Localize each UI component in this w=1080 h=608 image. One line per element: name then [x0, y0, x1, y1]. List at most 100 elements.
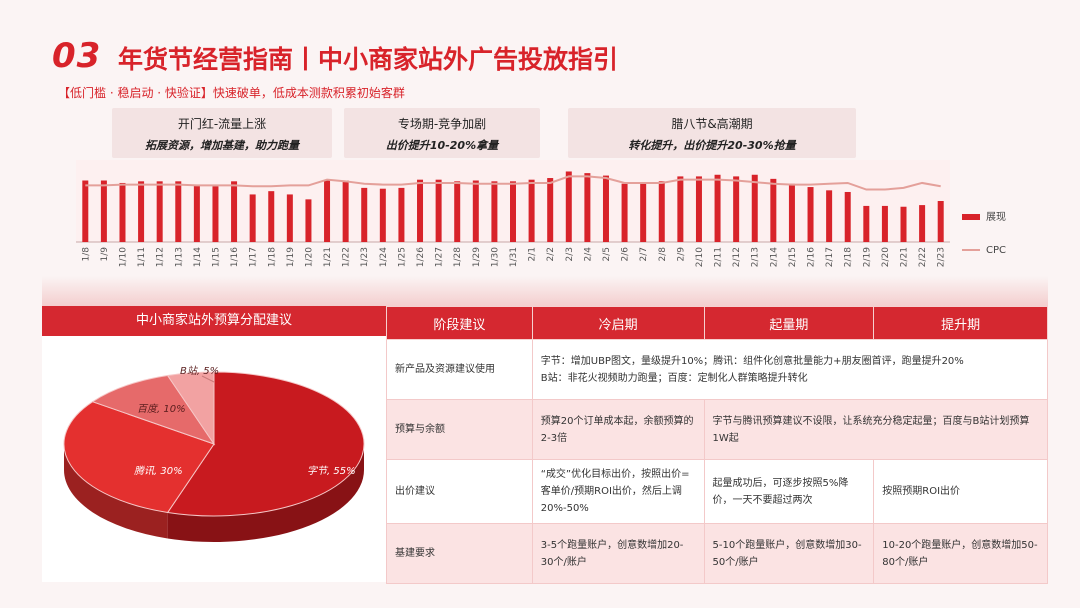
bar	[751, 174, 758, 242]
bar-line-chart: 1/8 1/9 1/10 1/11 1/12 1/13 1/14 1/15 1/16 1/17 1/…	[76, 160, 950, 267]
bar	[435, 179, 442, 242]
pie-slice-side	[167, 444, 364, 542]
legend-bar-swatch	[962, 214, 980, 220]
row-cell: 3-5个跑量账户，创意数增加20-30个/账户	[531, 523, 705, 584]
x-tick-label: 1/25	[397, 247, 407, 267]
x-tick-label: 2/18	[844, 247, 854, 267]
row-cell: 起量成功后，可逐步按照5%降价，一天不要超过两次	[703, 459, 875, 524]
x-tick-label: 1/23	[360, 247, 370, 267]
page-title: 年货节经营指南丨中小商家站外广告投放指引	[118, 45, 619, 74]
x-tick-label: 2/14	[769, 247, 779, 267]
x-tick-label: 2/5	[602, 247, 612, 261]
x-tick-label: 2/21	[900, 247, 910, 267]
legend-line-label: CPC	[986, 245, 1006, 256]
x-tick-label: 2/7	[639, 247, 649, 261]
x-tick-label: 1/31	[509, 247, 519, 267]
x-tick-label: 1/12	[156, 247, 166, 267]
x-tick-label: 1/21	[323, 247, 333, 267]
pie-panel: 字节, 55% 腾讯, 30% 百度, 10% B站, 5%	[42, 306, 386, 582]
pie-slice-label: 百度, 10%	[137, 403, 186, 415]
x-tick-label: 1/13	[174, 247, 184, 267]
bar	[324, 179, 331, 242]
row-cell: 按照预期ROI出价	[873, 459, 1048, 524]
bar	[844, 191, 851, 242]
bar	[900, 206, 907, 242]
row-cell: 字节与腾讯预算建议不设限，让系统充分稳定起量；百度与B站计划预算1W起	[703, 399, 1049, 460]
row-cell: “成交”优化目标出价，按照出价=客单价/预期ROI出价，然后上调20%-50%	[531, 459, 705, 524]
x-tick-label: 2/17	[825, 247, 835, 267]
bar	[677, 176, 684, 242]
bar	[417, 179, 424, 242]
pie-slice-label: 腾讯, 30%	[134, 465, 183, 477]
bar	[602, 175, 609, 242]
cell-line: B站：非花火视频助力跑量；百度：定制化人群策略提升转化	[540, 372, 808, 384]
x-tick-label: 2/9	[676, 247, 686, 262]
x-tick-label: 1/26	[416, 247, 426, 267]
bar	[714, 174, 721, 242]
x-tick-label: 2/11	[714, 247, 724, 267]
x-tick-label: 2/23	[937, 247, 947, 267]
bar	[770, 178, 777, 242]
x-tick-label: 2/1	[528, 247, 538, 261]
x-tick-label: 2/19	[862, 247, 872, 267]
legend-line-swatch	[962, 249, 980, 251]
phase-desc: 出价提升10-20%拿量	[385, 139, 499, 152]
x-tick-label: 1/15	[211, 247, 221, 267]
table-row: 基建要求 3-5个跑量账户，创意数增加20-30个/账户 5-10个跑量账户，创…	[386, 523, 1048, 584]
x-tick-label: 2/15	[788, 247, 798, 267]
x-tick-label: 2/12	[732, 247, 742, 267]
legend-bar-label: 展现	[986, 212, 1006, 223]
bar	[119, 182, 126, 242]
bar	[379, 188, 386, 242]
cell-line: 字节：增加UBP图文，量级提升10%；腾讯：组件化创意批量能力+朋友圈首评，跑量…	[540, 355, 964, 367]
x-tick-label: 2/10	[695, 247, 705, 267]
bar	[100, 180, 107, 242]
phase-desc: 转化提升，出价提升20-30%抢量	[628, 139, 796, 152]
x-tick-label: 2/8	[658, 247, 668, 262]
phase-name: 专场期-竞争加剧	[397, 117, 487, 131]
bar	[454, 181, 461, 242]
row-cell: 5-10个跑量账户，创意数增加30-50个/账户	[703, 523, 875, 584]
pie-title: 中小商家站外预算分配建议	[42, 306, 386, 336]
row-label: 预算与余额	[386, 399, 533, 460]
x-tick-label: 1/29	[472, 247, 482, 267]
fade-band	[42, 276, 1048, 306]
pie-slice	[166, 371, 365, 517]
bar	[547, 178, 554, 242]
bar	[398, 187, 405, 242]
bar	[249, 194, 256, 242]
bar	[658, 181, 665, 242]
row-label: 出价建议	[386, 459, 533, 524]
phase-box-2: 专场期-竞争加剧 出价提升10-20%拿量	[344, 108, 540, 158]
x-tick-label: 1/14	[193, 247, 203, 267]
x-tick-label: 1/16	[230, 247, 240, 267]
row-label: 基建要求	[386, 523, 533, 584]
header-boost: 提升期	[873, 306, 1048, 340]
x-tick-label: 1/27	[435, 247, 445, 267]
bar	[826, 190, 833, 242]
bar	[695, 176, 702, 242]
bar	[491, 181, 498, 242]
phase-name: 开门红-流量上涨	[177, 117, 267, 131]
x-tick-label: 1/18	[267, 247, 277, 267]
x-tick-label: 1/19	[286, 247, 296, 267]
row-cell: 字节：增加UBP图文，量级提升10%；腾讯：组件化创意批量能力+朋友圈首评，跑量…	[531, 339, 1049, 400]
bar	[733, 176, 740, 242]
phase-name: 腊八节&高潮期	[671, 117, 753, 131]
legend-bar-item: 展现	[962, 208, 1006, 223]
x-tick-label: 2/6	[621, 247, 631, 262]
x-tick-label: 1/22	[342, 247, 352, 267]
bar	[212, 186, 219, 242]
bar	[193, 184, 200, 242]
table-row: 出价建议 “成交”优化目标出价，按照出价=客单价/预期ROI出价，然后上调20%…	[386, 459, 1048, 524]
table-row: 预算与余额 预算20个订单成本起，余额预算的2-3倍 字节与腾讯预算建议不设限，…	[386, 399, 1049, 460]
table-row: 新产品及资源建议使用 字节：增加UBP图文，量级提升10%；腾讯：组件化创意批量…	[386, 339, 1049, 400]
row-label: 新产品及资源建议使用	[386, 339, 533, 400]
x-tick-label: 2/2	[546, 247, 556, 261]
bar	[621, 183, 628, 242]
row-cell: 10-20个跑量账户，创意数增加50-80个/账户	[873, 523, 1048, 584]
header-ramp: 起量期	[703, 306, 875, 340]
pie-slice	[63, 401, 215, 514]
bar	[268, 191, 275, 242]
x-tick-label: 1/10	[118, 247, 128, 267]
